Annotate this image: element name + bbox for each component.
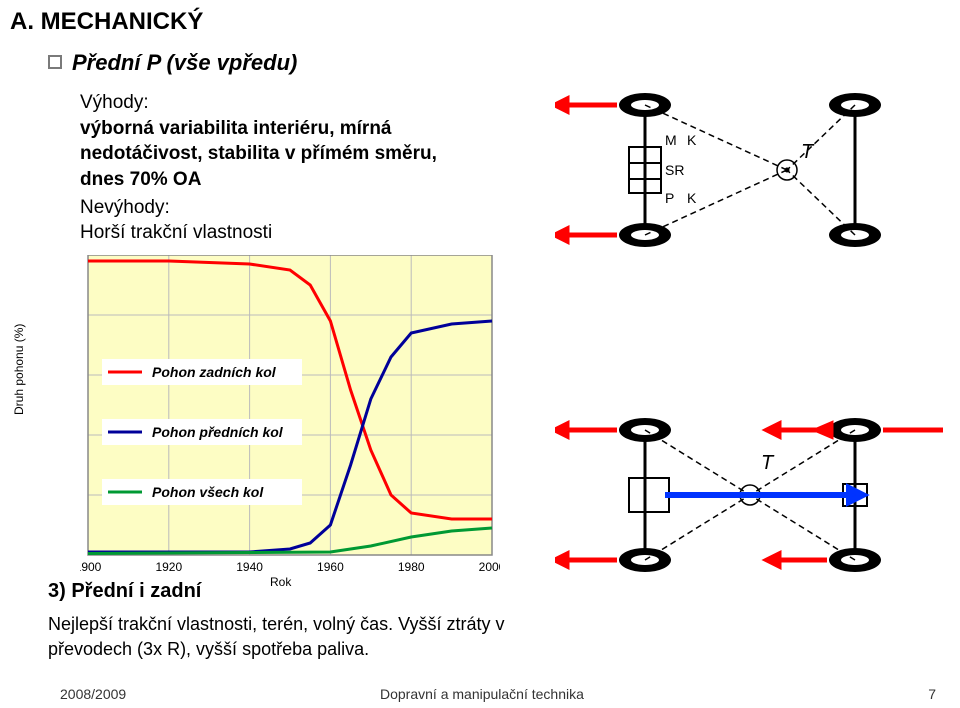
chart-container: Druh pohonu (%) Rok 02040608010019001920… [20, 255, 500, 595]
svg-text:1980: 1980 [398, 560, 425, 574]
diagram-bottom-svg [555, 400, 945, 590]
svg-text:P: P [665, 190, 674, 206]
bullet-square-icon [48, 55, 62, 69]
diagram-top: M K SR P K T [555, 75, 945, 265]
y-axis-title: Druh pohonu (%) [12, 324, 26, 415]
svg-text:SR: SR [665, 162, 684, 178]
chart-svg: 020406080100190019201940196019802000Poho… [80, 255, 500, 595]
subtitle-row: Přední P (vše vpředu) [0, 36, 960, 76]
advantages-text: výborná variabilita interiéru, mírná ned… [80, 116, 470, 193]
svg-text:1960: 1960 [317, 560, 344, 574]
diagram-bottom: T [555, 400, 945, 590]
main-title: A. MECHANICKÝ [0, 0, 960, 36]
advantages-label: Výhody: [80, 90, 470, 116]
svg-text:K: K [687, 190, 697, 206]
svg-text:Pohon zadních kol: Pohon zadních kol [152, 364, 277, 380]
footer-right: 7 [928, 686, 936, 702]
section3-text: Nejlepší trakční vlastnosti, terén, voln… [48, 612, 568, 662]
t-label-bottom: T [761, 452, 773, 475]
plot-area: 020406080100190019201940196019802000Poho… [80, 255, 500, 600]
disadvantages-label: Nevýhody: [80, 195, 470, 221]
svg-text:Pohon předních kol: Pohon předních kol [152, 424, 284, 440]
diagram-top-svg: M K SR P K [555, 75, 945, 265]
subtitle-text: Přední P (vše vpředu) [72, 50, 297, 75]
t-label-top: T [801, 141, 813, 164]
section3-title: 3) Přední i zadní [48, 580, 201, 603]
svg-text:1940: 1940 [236, 560, 263, 574]
footer-center: Dopravní a manipulační technika [380, 686, 584, 702]
disadvantages-text: Horší trakční vlastnosti [80, 220, 470, 246]
svg-text:M: M [665, 132, 677, 148]
svg-text:1900: 1900 [80, 560, 102, 574]
svg-text:Pohon všech kol: Pohon všech kol [152, 484, 264, 500]
svg-text:2000: 2000 [479, 560, 500, 574]
svg-text:K: K [687, 132, 697, 148]
footer-left: 2008/2009 [60, 686, 126, 702]
svg-text:1920: 1920 [155, 560, 182, 574]
advantages-block: Výhody: výborná variabilita interiéru, m… [0, 76, 470, 246]
